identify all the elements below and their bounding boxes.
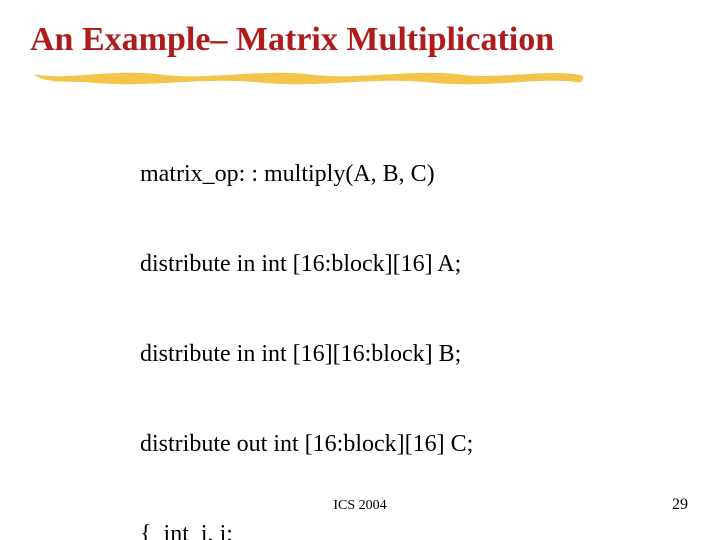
- slide-title: An Example– Matrix Multiplication: [30, 20, 690, 59]
- footer-page-number: 29: [672, 496, 688, 514]
- code-line: distribute out int [16:block][16] C;: [140, 429, 690, 459]
- footer-center: ICS 2004: [0, 498, 720, 514]
- code-line: matrix_op: : multiply(A, B, C): [140, 159, 690, 189]
- title-underline: [30, 61, 690, 89]
- code-block: matrix_op: : multiply(A, B, C) distribut…: [140, 99, 690, 540]
- code-line: distribute in int [16:block][16] A;: [140, 249, 690, 279]
- code-line: { int i, j;: [140, 519, 690, 540]
- slide-container: An Example– Matrix Multiplication matrix…: [0, 0, 720, 540]
- code-line: distribute in int [16][16:block] B;: [140, 339, 690, 369]
